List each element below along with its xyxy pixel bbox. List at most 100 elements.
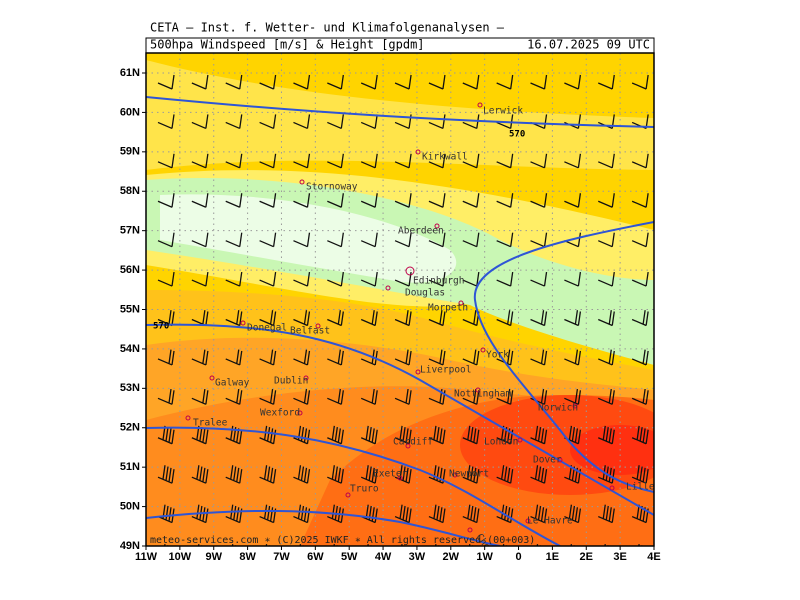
city-label: Exeter [373,469,408,480]
title: CETA – Inst. f. Wetter- und Klimafolgena… [150,21,505,35]
city-label: York [486,350,509,361]
wind-barb [530,74,548,90]
wind-barb [564,465,582,484]
wind-barb [259,153,277,169]
wind-barb [360,114,378,130]
city-dot [415,149,421,155]
wind-barb [394,504,412,524]
wind-barb [327,232,344,248]
wind-barb [564,74,582,90]
city-dot [557,457,563,463]
wind-barb [496,74,514,90]
wind-barb [157,232,175,248]
wind-barb [428,504,446,524]
wind-barb [360,193,378,208]
wind-barb [564,504,582,524]
wind-barb [530,271,548,287]
city-label: Norwich [538,403,578,414]
wind-barb [428,465,446,484]
wind-barb [496,310,514,327]
wind-barb [631,74,649,90]
wind-barb [631,465,649,484]
lat-label: 55N [120,303,140,315]
wind-barb [564,193,582,208]
wind-barb [259,232,277,248]
field [146,60,654,170]
city-label: Dublin [274,376,308,387]
wind-barb [598,271,615,287]
lon-label: 1E [546,551,559,563]
wind-barb [598,153,615,169]
city-label: Stornoway [306,182,358,193]
wind-barb [530,153,548,169]
contour [146,323,654,516]
map-frame [145,52,655,547]
city-label: Cardiff [393,437,433,448]
wind-barb [360,310,378,327]
wind-barb [604,544,609,546]
wind-barb [428,153,446,169]
lat-label: 56N [120,264,140,276]
lon-label: 2E [580,551,593,563]
city-dot [467,527,473,533]
wind-barb [564,349,582,366]
wind-barb [259,465,277,484]
city-dot [345,492,351,498]
wind-barb [360,504,378,524]
wind-barb [225,388,243,405]
wind-barb [631,425,649,445]
city-label: Galway [215,378,250,389]
lat-label: 51N [120,461,140,473]
wind-barb [327,310,344,327]
city-label: Tralee [193,418,228,429]
wind-barb [428,271,446,287]
wind-barb [428,74,446,90]
wind-barb [530,349,548,366]
wind-barb [191,504,209,524]
wind-barb [327,153,344,169]
city-dot [609,485,615,491]
city-label: London [484,437,518,448]
wind-barb [327,271,344,287]
city-label: Nottingham [454,389,511,400]
wind-barb [428,114,446,130]
wind-barb [293,232,311,248]
lat-label: 57N [120,225,140,237]
wind-barb [191,74,209,90]
product: 500hpa Windspeed [m/s] & Height [gpdm] [150,38,425,52]
wind-barb [293,74,311,90]
lat-label: 59N [120,146,140,158]
wind-barb [428,425,446,445]
wind-barb [360,153,378,169]
wind-barb [496,153,514,169]
wind-barb [530,310,548,327]
city-dot [405,443,411,449]
city-dot [397,475,403,481]
lon-label: 9W [205,551,222,563]
wind-barb [259,114,277,130]
wind-barb [536,544,542,546]
wind-barb [631,310,649,327]
wind-barb [327,388,344,405]
cities: Lerwick Kirkwall Stornoway Aberdeen Edinburg… [185,102,654,546]
wind-barb [293,388,311,405]
lat-label: 52N [120,422,140,434]
lon-label: 5W [341,551,358,563]
lat-label: 61N [120,67,140,79]
wind-barb [360,465,378,484]
wind-barb [259,193,277,208]
lon-label: 11W [135,551,158,563]
wind-barb [496,193,514,208]
wind-barb [631,388,649,405]
wind-barb [293,349,311,366]
wind-barb [394,388,412,405]
wind-barb [225,153,243,169]
wind-barb [462,425,480,445]
axes: 61N60N59N58N57N56N55N54N53N52N51N50N49N1… [120,67,661,563]
wind-barb [394,349,412,366]
city-dot [452,472,458,478]
lat-label: 49N [120,540,140,552]
contour-label: 570 [153,322,169,332]
wind-barb [259,310,277,327]
wind-barb [394,153,412,169]
